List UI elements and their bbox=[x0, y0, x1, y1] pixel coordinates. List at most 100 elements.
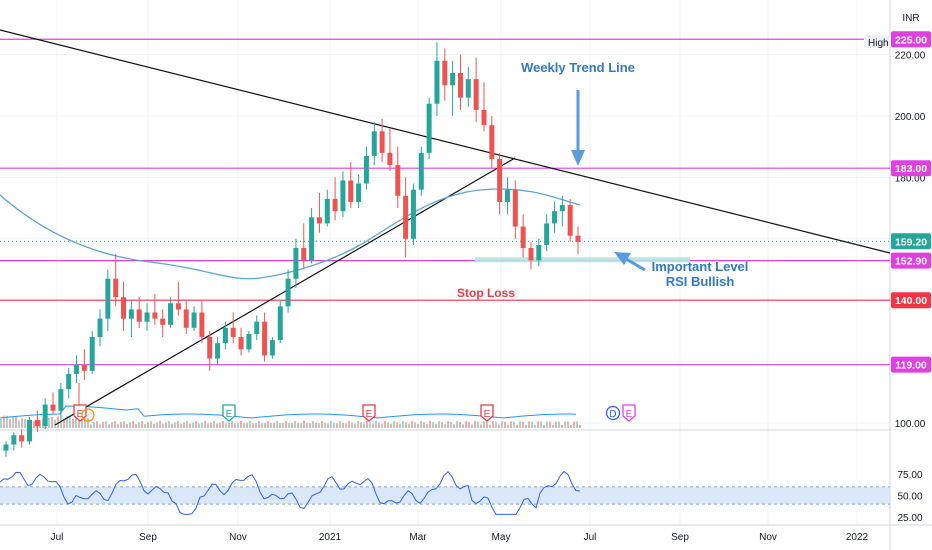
volume-bar bbox=[195, 421, 197, 428]
volume-bar bbox=[261, 423, 263, 428]
volume-bar bbox=[75, 416, 77, 428]
volume-bar bbox=[186, 421, 188, 428]
level-label-bg bbox=[891, 292, 931, 309]
level-label-bg bbox=[891, 356, 931, 373]
volume-bar bbox=[507, 424, 509, 428]
volume-bar bbox=[264, 422, 266, 428]
candle-body bbox=[442, 60, 448, 86]
volume-bar bbox=[330, 421, 332, 428]
volume-bar bbox=[222, 421, 224, 428]
volume-bar bbox=[438, 421, 440, 428]
candle-body bbox=[481, 109, 487, 126]
volume-bar bbox=[444, 424, 446, 428]
candle-body bbox=[105, 278, 111, 319]
candle-body bbox=[262, 321, 268, 356]
volume-bar bbox=[33, 421, 35, 428]
rsi-tick: 50.00 bbox=[897, 492, 922, 503]
candle-body bbox=[387, 152, 393, 166]
volume-bar bbox=[573, 421, 575, 428]
volume-bar bbox=[144, 423, 146, 428]
time-tick: Nov bbox=[229, 532, 247, 543]
volume-bar bbox=[459, 421, 461, 428]
volume-bar bbox=[363, 423, 365, 428]
volume-bar bbox=[270, 423, 272, 428]
time-tick: Mar bbox=[409, 532, 427, 543]
candle-body bbox=[575, 235, 581, 242]
time-tick: 2021 bbox=[319, 532, 342, 543]
volume-bars bbox=[0, 383, 581, 428]
volume-bar bbox=[393, 421, 395, 428]
horizontal-levels bbox=[0, 38, 890, 366]
volume-bar bbox=[84, 417, 86, 428]
time-axis[interactable]: Jul Sep Nov 2021 Mar May Jul Sep Nov 2022 bbox=[51, 532, 869, 543]
volume-bar bbox=[495, 421, 497, 428]
candle-body bbox=[97, 318, 103, 338]
volume-bar bbox=[426, 424, 428, 428]
candle-body bbox=[152, 312, 158, 319]
level-label-bg bbox=[891, 31, 931, 48]
candle-body bbox=[356, 183, 362, 202]
volume-bar bbox=[327, 423, 329, 428]
volume-bar bbox=[141, 421, 143, 428]
volume-bar bbox=[48, 417, 50, 428]
candle-body bbox=[50, 404, 56, 411]
candle-body bbox=[254, 321, 260, 334]
price-axis[interactable]: INR100.00120.00140.00160.00180.00200.002… bbox=[864, 13, 931, 524]
volume-bar bbox=[108, 424, 110, 428]
volume-bar bbox=[372, 423, 374, 428]
volume-bar bbox=[3, 415, 5, 428]
event-marker-label: E bbox=[626, 409, 633, 420]
volume-bar bbox=[453, 424, 455, 428]
volume-bar bbox=[105, 421, 107, 428]
volume-bar bbox=[402, 421, 404, 428]
volume-bar bbox=[360, 422, 362, 428]
volume-bar bbox=[156, 422, 158, 428]
volume-bar bbox=[348, 421, 350, 428]
volume-bar bbox=[273, 422, 275, 428]
candle-body bbox=[230, 327, 236, 338]
candle-body bbox=[512, 189, 518, 227]
volume-bar bbox=[405, 422, 407, 428]
candle-body bbox=[544, 223, 550, 245]
volume-bar bbox=[564, 421, 566, 428]
candle-body bbox=[371, 131, 377, 156]
candle-body bbox=[269, 340, 275, 356]
volume-bar bbox=[51, 416, 53, 428]
volume-bar bbox=[12, 416, 14, 428]
volume-bar bbox=[9, 419, 11, 428]
candle-body bbox=[551, 211, 557, 224]
volume-bar bbox=[447, 421, 449, 428]
volume-bar bbox=[534, 424, 536, 428]
volume-bar bbox=[150, 421, 152, 428]
volume-bar bbox=[63, 418, 65, 428]
volume-bar bbox=[294, 421, 296, 428]
rsi-band bbox=[0, 486, 890, 505]
volume-bar bbox=[513, 421, 515, 428]
volume-bar bbox=[90, 424, 92, 428]
volume-bar bbox=[192, 422, 194, 428]
moving-average bbox=[0, 188, 581, 280]
candle-body bbox=[128, 309, 134, 319]
time-tick: Sep bbox=[671, 532, 689, 543]
volume-bar bbox=[492, 421, 494, 428]
candle-body bbox=[497, 158, 503, 202]
volume-bar bbox=[300, 423, 302, 428]
volume-bar bbox=[57, 416, 59, 428]
candle-body bbox=[113, 278, 119, 298]
volume-bar bbox=[351, 422, 353, 428]
candle-body bbox=[504, 189, 510, 202]
volume-bar bbox=[81, 419, 83, 428]
candle-body bbox=[363, 155, 369, 184]
rising-trend-line bbox=[54, 157, 516, 426]
stop-loss-label: Stop Loss bbox=[457, 286, 515, 300]
volume-bar bbox=[285, 421, 287, 428]
volume-bar bbox=[126, 424, 128, 428]
volume-bar bbox=[69, 415, 71, 428]
candle-body bbox=[34, 419, 40, 427]
volume-bar bbox=[282, 423, 284, 428]
candle-body bbox=[74, 364, 80, 374]
volume-bar bbox=[480, 424, 482, 428]
